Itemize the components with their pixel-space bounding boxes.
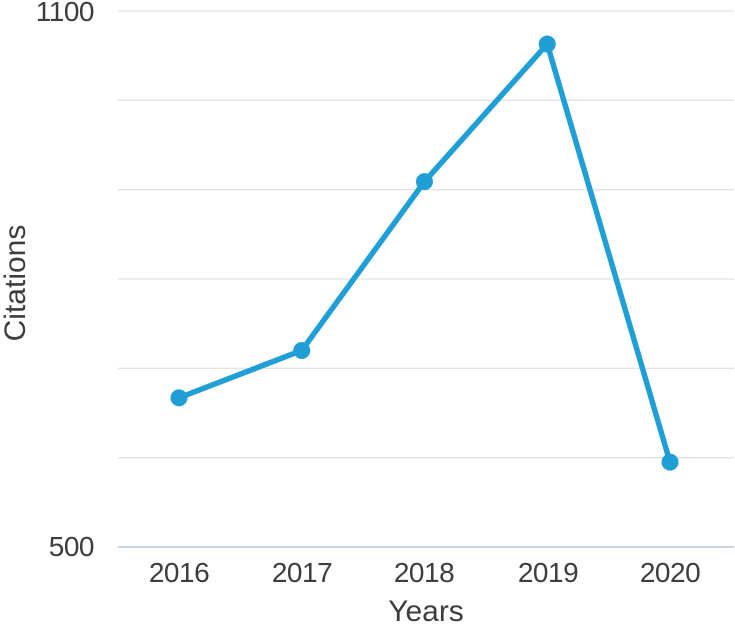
x-tick-label-2018: 2018 — [393, 557, 455, 588]
y-axis-title: Citations — [0, 224, 32, 342]
citations-series-line — [176, 41, 673, 465]
x-tick-label-2019: 2019 — [517, 557, 579, 588]
x-tick-label-2017: 2017 — [271, 557, 333, 588]
y-tick-label-max: 1100 — [35, 0, 95, 27]
y-tick-label-min: 500 — [48, 531, 95, 562]
data-point-2018 — [416, 173, 433, 191]
x-axis-title: Years — [388, 595, 464, 628]
data-point-2016 — [170, 389, 188, 407]
x-tick-label-2020: 2020 — [639, 557, 701, 588]
data-point-2019 — [538, 35, 556, 53]
x-tick-label-2016: 2016 — [148, 557, 210, 588]
data-point-2020 — [661, 453, 679, 471]
data-point-2017 — [293, 341, 311, 359]
